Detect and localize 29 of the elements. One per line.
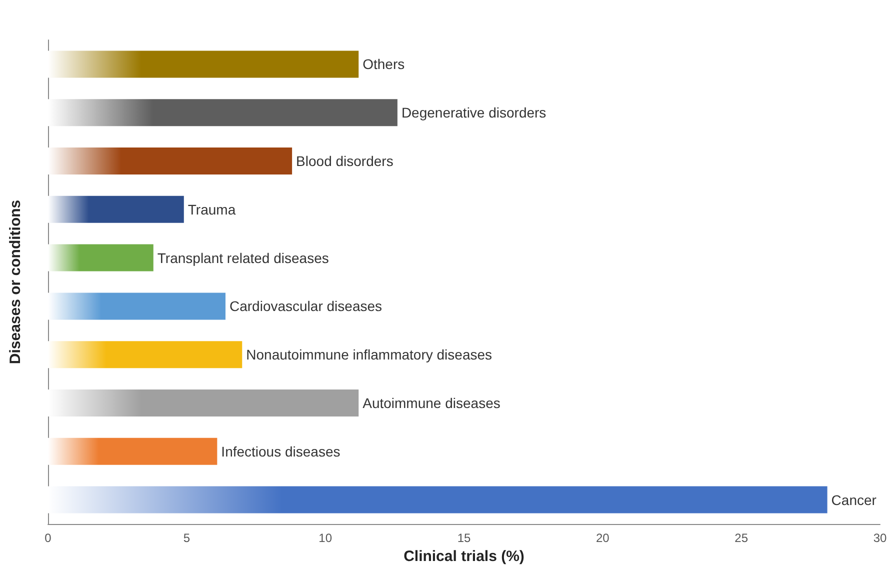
x-tick-label: 15 <box>457 531 471 545</box>
x-tick-label: 30 <box>873 531 887 545</box>
y-tick-label: Cardiovascular diseases <box>229 298 382 314</box>
x-tick-label: 10 <box>318 531 332 545</box>
x-axis-title: Clinical trials (%) <box>404 548 524 565</box>
y-tick-label: Nonautoimmune inflammatory diseases <box>246 346 492 363</box>
y-tick-label: Transplant related diseases <box>157 250 329 266</box>
x-tick-label: 5 <box>183 531 190 545</box>
bar <box>48 486 828 514</box>
x-tick-label: 0 <box>44 531 52 545</box>
y-tick-label: Others <box>362 56 405 72</box>
bar <box>48 99 398 126</box>
y-tick-label: Trauma <box>188 201 236 218</box>
bar <box>48 292 226 320</box>
bar <box>48 196 184 223</box>
bar <box>48 390 359 416</box>
y-tick-label: Cancer <box>831 492 877 508</box>
x-tick-label: 20 <box>596 531 610 545</box>
bar <box>48 438 218 465</box>
bar <box>48 148 292 174</box>
y-tick-label: Degenerative disorders <box>401 104 546 121</box>
y-tick-label: Infectious diseases <box>221 443 340 460</box>
bar <box>48 244 154 272</box>
y-axis-title: Diseases or conditions <box>7 200 24 364</box>
y-tick-label: Autoimmune diseases <box>362 395 500 411</box>
x-tick-label: 25 <box>734 531 748 545</box>
bar <box>48 50 359 78</box>
bar <box>48 341 242 368</box>
y-tick-label: Blood disorders <box>296 153 394 169</box>
